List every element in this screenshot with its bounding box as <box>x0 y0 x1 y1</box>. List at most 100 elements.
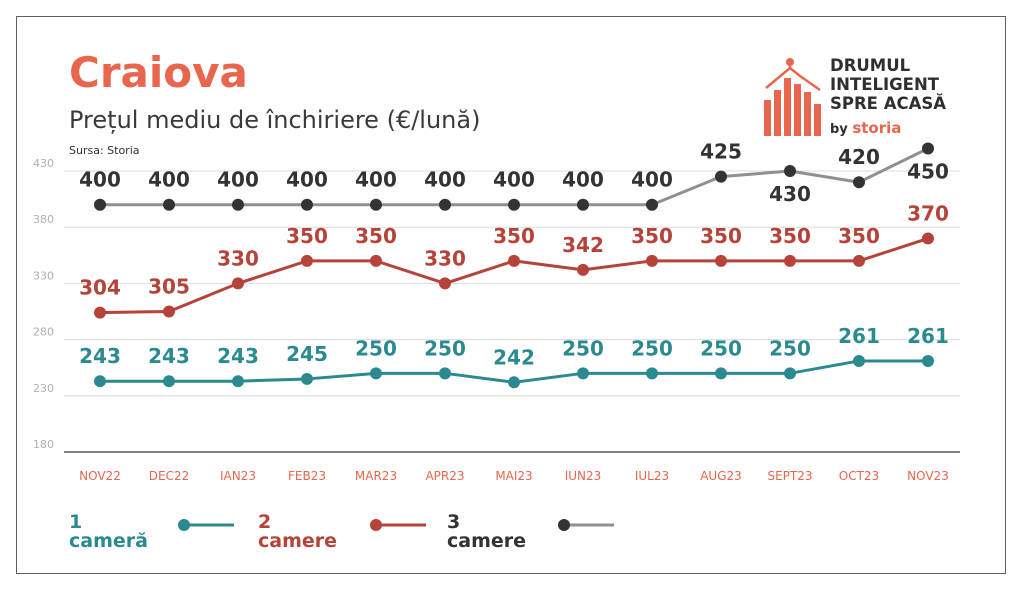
y-tick-label: 180 <box>33 438 54 451</box>
data-point <box>301 372 313 385</box>
x-tick-label: AUG23 <box>700 469 742 483</box>
data-label: 430 <box>769 182 811 206</box>
data-label: 342 <box>562 233 604 257</box>
data-point <box>370 367 382 380</box>
logo-line-1: DRUMUL <box>830 56 911 75</box>
data-point <box>646 198 658 211</box>
data-point <box>508 376 520 389</box>
data-label: 304 <box>79 276 121 300</box>
data-label: 250 <box>355 336 397 360</box>
logo-line-3: SPRE ACASĂ <box>830 94 946 113</box>
data-point <box>646 254 658 267</box>
data-label: 250 <box>769 336 811 360</box>
y-tick-label: 230 <box>33 382 54 395</box>
data-point <box>370 254 382 267</box>
data-label: 400 <box>424 168 466 192</box>
legend-label: 1 cameră <box>69 511 148 552</box>
legend-marker <box>558 519 570 531</box>
data-label: 450 <box>907 160 949 184</box>
logo-brand: storia <box>852 119 902 137</box>
logo-wordmark: DRUMUL INTELIGENT SPRE ACASĂ <box>830 56 946 113</box>
data-point <box>577 263 589 276</box>
y-tick-label: 380 <box>33 213 54 226</box>
legend-marker <box>178 519 190 531</box>
data-label: 261 <box>907 324 949 348</box>
data-label: 400 <box>79 168 121 192</box>
data-label: 425 <box>700 140 742 164</box>
data-label: 243 <box>79 344 121 368</box>
data-point <box>94 375 106 388</box>
data-label: 400 <box>562 168 604 192</box>
data-point <box>439 277 451 290</box>
y-tick-label: 280 <box>33 326 54 339</box>
logo-line-2: INTELIGENT <box>830 75 940 94</box>
y-tick-label: 430 <box>33 157 54 170</box>
data-point <box>94 198 106 211</box>
logo-by-line: by storia <box>830 119 901 137</box>
data-label: 350 <box>631 224 673 248</box>
x-tick-label: MAI23 <box>495 469 532 483</box>
x-tick-label: NOV23 <box>907 469 949 483</box>
y-tick-label: 330 <box>33 269 54 282</box>
data-label: 261 <box>838 324 880 348</box>
data-label: 400 <box>217 168 259 192</box>
data-label: 350 <box>493 224 535 248</box>
data-point <box>853 254 865 267</box>
data-point <box>715 170 727 183</box>
data-point <box>577 367 589 380</box>
data-label: 400 <box>631 168 673 192</box>
data-point <box>922 142 934 155</box>
x-tick-label: DEC22 <box>149 469 189 483</box>
data-point <box>508 198 520 211</box>
data-point <box>784 165 796 177</box>
x-tick-label: IAN23 <box>220 469 256 483</box>
logo-by: by <box>830 122 848 137</box>
data-point <box>853 354 865 367</box>
data-point <box>163 375 175 388</box>
data-point <box>508 254 520 267</box>
x-tick-label: IUL23 <box>635 469 669 483</box>
data-label: 350 <box>700 224 742 248</box>
data-point <box>163 198 175 211</box>
data-label: 350 <box>286 224 328 248</box>
data-label: 400 <box>493 168 535 192</box>
legend-marker <box>370 519 382 531</box>
data-label: 330 <box>217 246 259 270</box>
data-point <box>922 232 934 245</box>
x-tick-label: MAR23 <box>355 469 397 483</box>
x-tick-label: APR23 <box>425 469 464 483</box>
data-label: 330 <box>424 246 466 270</box>
data-point <box>370 198 382 211</box>
x-tick-label: IUN23 <box>565 469 602 483</box>
source-note: Sursa: Storia <box>69 144 140 157</box>
x-tick-label: NOV22 <box>79 469 121 483</box>
data-label: 400 <box>148 168 190 192</box>
data-label: 370 <box>907 201 949 225</box>
data-point <box>577 198 589 211</box>
data-point <box>784 367 796 380</box>
data-label: 400 <box>355 168 397 192</box>
chart-title: Craiova <box>69 48 248 97</box>
data-label: 243 <box>217 344 259 368</box>
data-label: 420 <box>838 145 880 169</box>
data-label: 305 <box>148 275 190 299</box>
data-point <box>439 198 451 211</box>
data-point <box>163 305 175 318</box>
x-tick-label: OCT23 <box>839 469 879 483</box>
data-label: 243 <box>148 344 190 368</box>
data-label: 250 <box>631 336 673 360</box>
data-label: 350 <box>769 224 811 248</box>
data-point <box>922 354 934 367</box>
data-label: 400 <box>286 168 328 192</box>
data-point <box>715 254 727 267</box>
data-point <box>232 375 244 388</box>
data-label: 250 <box>562 336 604 360</box>
data-point <box>301 254 313 267</box>
data-label: 250 <box>424 336 466 360</box>
data-point <box>439 367 451 380</box>
data-point <box>646 367 658 380</box>
data-label: 245 <box>286 342 328 366</box>
data-point <box>232 198 244 211</box>
legend-label: 3 camere <box>447 511 527 552</box>
